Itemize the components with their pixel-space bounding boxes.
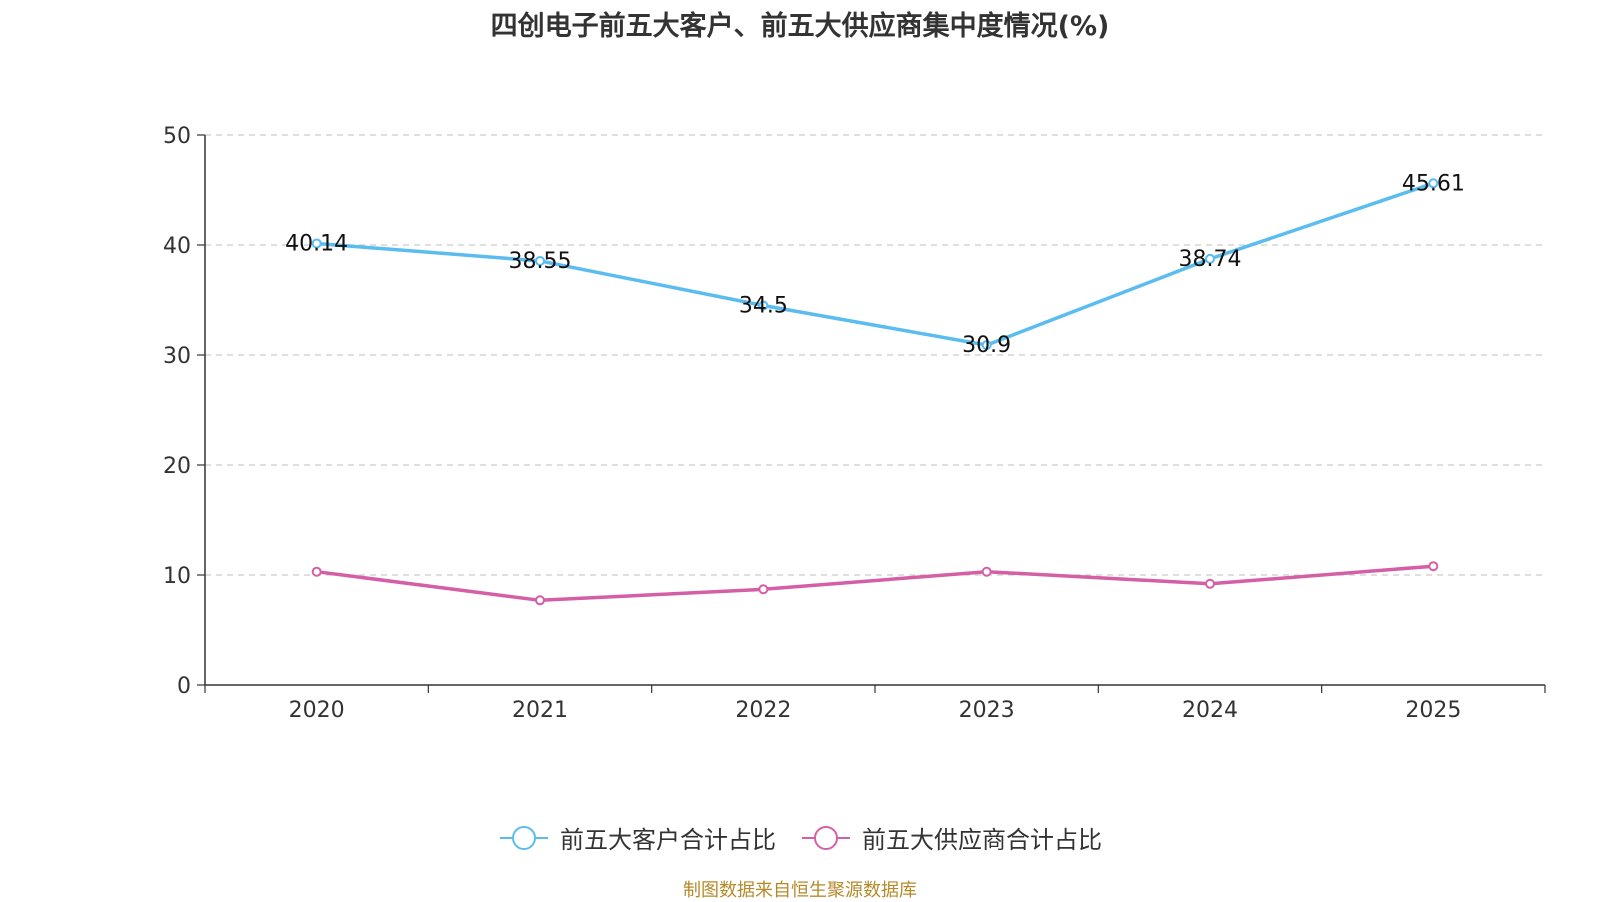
- x-tick-label-2025: 2025: [1405, 698, 1461, 723]
- y-tick-label-0: 0: [177, 674, 191, 699]
- legend-item-customers[interactable]: 前五大客户合计占比: [498, 820, 776, 855]
- legend-label-customers: 前五大客户合计占比: [560, 826, 776, 854]
- point-s0-2020: [311, 238, 322, 249]
- y-tick-label-10: 10: [163, 564, 191, 589]
- series-line-0: [316, 181, 1434, 347]
- legend-item-suppliers[interactable]: 前五大供应商合计占比: [800, 820, 1102, 855]
- chart-title: 四创电子前五大客户、前五大供应商集中度情况(%): [490, 11, 1110, 42]
- data-label-s0-2022: 34.5: [739, 294, 788, 319]
- x-tick-label-2022: 2022: [735, 698, 791, 723]
- point-s0-2022: [758, 300, 769, 311]
- x-tick-label-2021: 2021: [512, 698, 568, 723]
- point-s1-2020: [311, 566, 322, 577]
- point-s0-2021: [535, 255, 545, 266]
- point-s1-2024: [1205, 578, 1215, 589]
- y-tick-label-40: 40: [163, 234, 191, 259]
- y-tick-label-30: 30: [163, 344, 191, 369]
- data-label-s0-2024: 38.74: [1179, 247, 1242, 272]
- point-s1-2021: [535, 595, 545, 606]
- x-tick-label-2023: 2023: [959, 698, 1015, 723]
- axes: 0 10 20 30 40 50 2020 2021 2022 2023 2024 2025: [163, 124, 1546, 723]
- point-s1-2022: [758, 584, 769, 595]
- point-s0-2023: [981, 340, 992, 351]
- y-tick-label-20: 20: [163, 454, 191, 479]
- data-labels: 40.14 38.55 34.5 30.9 38.74 45.61: [285, 171, 1465, 358]
- point-s0-2024: [1205, 253, 1215, 264]
- legend-marker-suppliers-icon: [802, 825, 850, 850]
- point-s1-2025: [1428, 561, 1439, 572]
- data-label-s0-2020: 40.14: [285, 231, 348, 256]
- x-tick-label-2024: 2024: [1182, 698, 1238, 723]
- legend-circle-suppliers: [814, 825, 838, 850]
- series-layer: [311, 178, 1439, 606]
- data-label-s0-2023: 30.9: [962, 333, 1011, 358]
- data-label-s0-2021: 38.55: [509, 249, 572, 274]
- legend-circle-customers: [512, 825, 536, 850]
- x-tick-label-2020: 2020: [289, 698, 345, 723]
- data-label-s0-2025: 45.61: [1402, 171, 1465, 196]
- source-note: 制图数据来自恒生聚源数据库: [683, 880, 917, 901]
- series-line-1: [316, 564, 1434, 603]
- point-s0-2025: [1428, 178, 1439, 189]
- y-tick-label-50: 50: [163, 124, 191, 149]
- legend-marker-customers-icon: [500, 825, 548, 850]
- point-s1-2023: [981, 566, 992, 577]
- legend-label-suppliers: 前五大供应商合计占比: [862, 826, 1102, 854]
- legend: 前五大客户合计占比 前五大供应商合计占比: [0, 820, 1600, 855]
- grid-lines: [205, 134, 1545, 576]
